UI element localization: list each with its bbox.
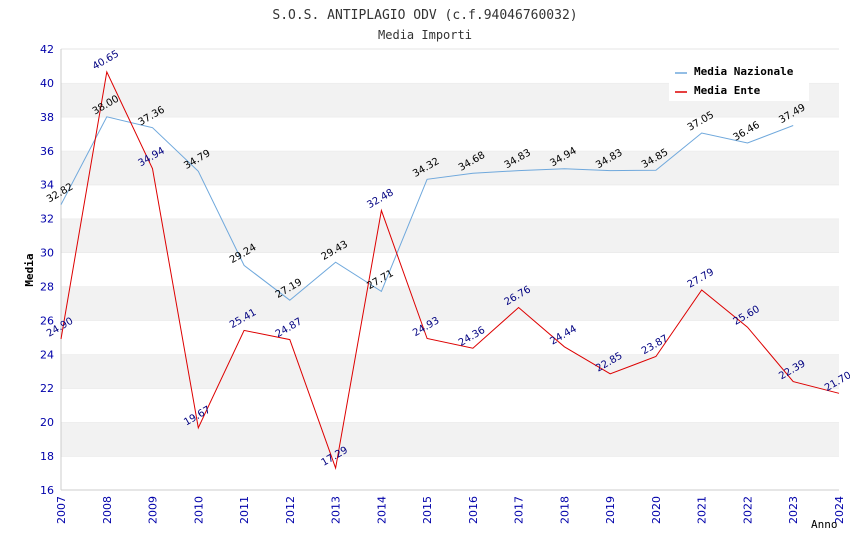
legend-box xyxy=(669,61,809,101)
x-tick-label: 2010 xyxy=(192,496,205,524)
grid-band xyxy=(61,320,839,355)
x-tick-label: 2011 xyxy=(238,496,251,524)
x-tick-label: 2013 xyxy=(330,496,343,524)
y-tick-label: 34 xyxy=(40,179,54,192)
y-tick-label: 16 xyxy=(40,484,54,497)
y-tick-label: 28 xyxy=(40,280,54,293)
grid-band xyxy=(61,422,839,457)
x-tick-label: 2019 xyxy=(604,496,617,524)
y-tick-label: 26 xyxy=(40,314,54,327)
series-lines xyxy=(60,70,840,471)
y-tick-label: 32 xyxy=(40,213,54,226)
x-tick-label: 2014 xyxy=(375,496,388,524)
y-axis-label: Media xyxy=(23,253,36,286)
chart-subtitle: Media Importi xyxy=(378,28,472,42)
x-tick-label: 2022 xyxy=(741,496,754,524)
y-tick-label: 22 xyxy=(40,382,54,395)
grid-band xyxy=(61,388,839,423)
y-tick-label: 36 xyxy=(40,145,54,158)
x-tick-label: 2008 xyxy=(101,496,114,524)
y-tick-label: 38 xyxy=(40,111,54,124)
series-line-nazionale xyxy=(60,116,794,301)
x-tick-label: 2023 xyxy=(787,496,800,524)
grid-band xyxy=(61,150,839,185)
legend-label-nazionale: Media Nazionale xyxy=(694,65,794,78)
grid-band xyxy=(61,218,839,253)
x-tick-label: 2009 xyxy=(147,496,160,524)
grid-band xyxy=(61,456,839,490)
grid-band xyxy=(61,116,839,151)
x-tick-label: 2024 xyxy=(833,496,846,524)
x-axis-ticks: 2007 2008 2009 2010 2011 2012 2013 2014 2015 2016… xyxy=(55,496,846,524)
y-tick-label: 24 xyxy=(40,348,54,361)
x-tick-label: 2018 xyxy=(558,496,571,524)
legend: Media Nazionale Media Ente xyxy=(669,61,809,101)
grid-band xyxy=(61,354,839,389)
y-tick-label: 42 xyxy=(40,43,54,56)
series-line-ente xyxy=(60,70,840,471)
x-tick-label: 2020 xyxy=(650,496,663,524)
x-axis-label: Anno xyxy=(811,518,838,531)
y-tick-label: 18 xyxy=(40,450,54,463)
y-tick-label: 20 xyxy=(40,416,54,429)
x-tick-label: 2015 xyxy=(421,496,434,524)
grid-bands xyxy=(61,48,839,490)
legend-label-ente: Media Ente xyxy=(694,84,761,97)
x-tick-label: 2017 xyxy=(513,496,526,524)
grid-band xyxy=(61,184,839,219)
y-tick-label: 30 xyxy=(40,247,54,260)
x-tick-label: 2012 xyxy=(284,496,297,524)
chart-title: S.O.S. ANTIPLAGIO ODV (c.f.94046760032) xyxy=(272,8,577,23)
y-axis-ticks: 16 18 20 22 24 26 28 30 32 34 36 38 40 42 xyxy=(40,43,54,497)
x-tick-label: 2007 xyxy=(55,496,68,524)
x-tick-label: 2021 xyxy=(696,496,709,524)
y-tick-label: 40 xyxy=(40,77,54,90)
grid-band xyxy=(61,252,839,287)
grid-band xyxy=(61,286,839,321)
x-tick-label: 2016 xyxy=(467,496,480,524)
